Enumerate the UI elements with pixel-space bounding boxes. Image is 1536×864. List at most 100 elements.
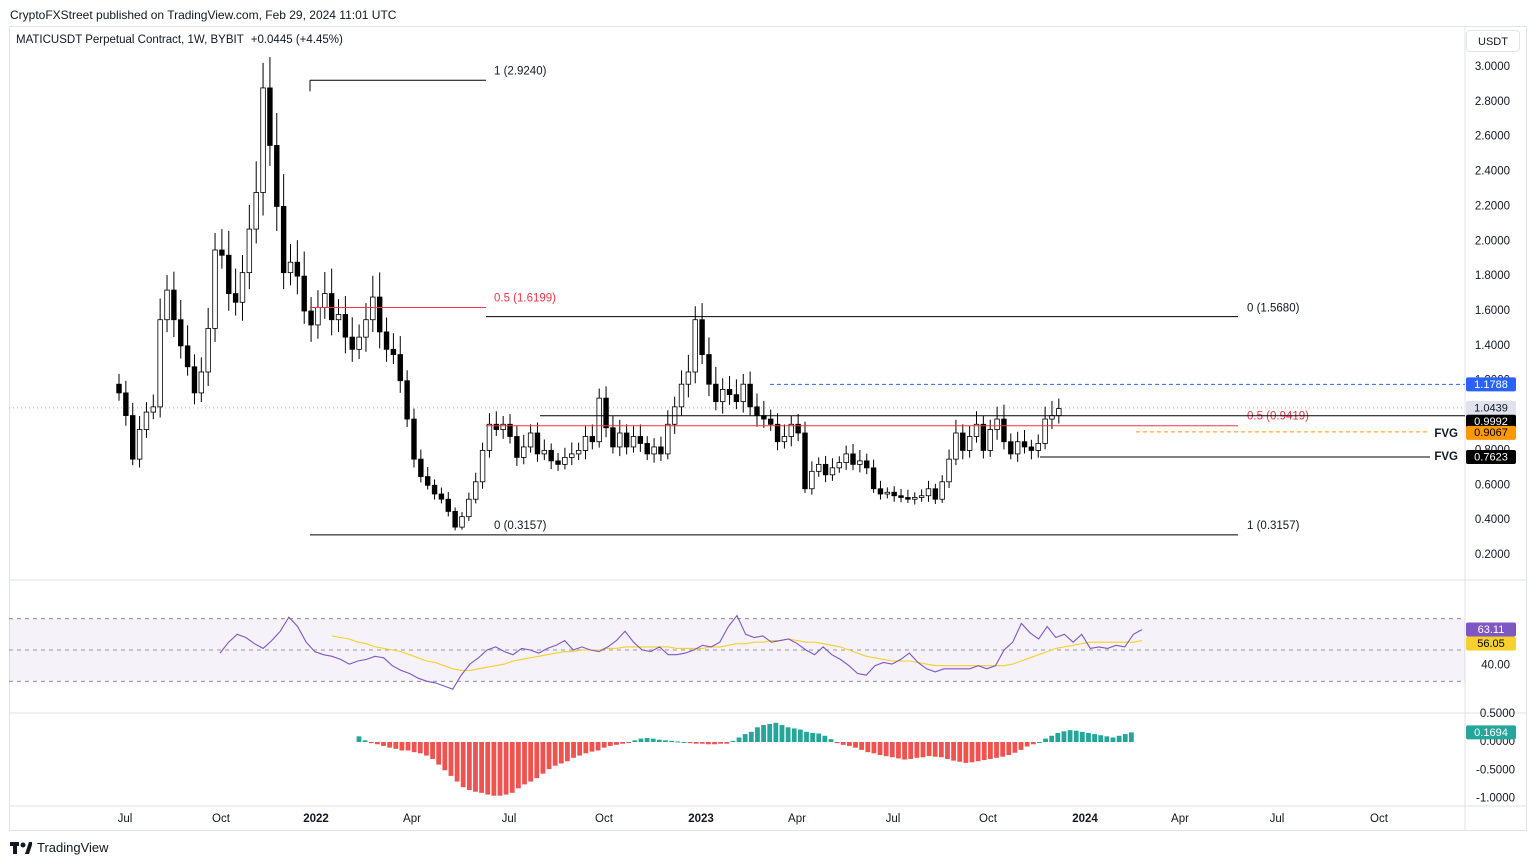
price-tag-fvg-upper-bg: [1466, 414, 1516, 429]
candle: [644, 436, 650, 461]
time-axis-tick: Oct: [595, 813, 614, 825]
histogram-bar: [1006, 742, 1012, 755]
price-axis-tick: 3.0000: [1475, 61, 1510, 73]
candle: [328, 268, 335, 336]
candle-body: [404, 380, 410, 420]
histogram-bar: [460, 742, 466, 788]
candle-body: [466, 498, 472, 518]
candle: [157, 298, 163, 418]
candle-body: [665, 423, 671, 455]
candle-body: [706, 354, 712, 385]
histogram-bar: [816, 733, 822, 742]
candle-body: [1021, 441, 1028, 448]
candle-body: [473, 481, 479, 500]
time-axis-tick: Jul: [1270, 813, 1285, 825]
histogram-bar: [485, 742, 491, 795]
candle: [1014, 431, 1021, 462]
candle: [658, 436, 664, 461]
candle: [740, 373, 746, 413]
price-tag-blue: 1.1788: [1474, 379, 1508, 391]
histogram-bar: [589, 742, 595, 752]
candle-body: [486, 423, 493, 451]
time-axis-tick: Apr: [788, 813, 806, 825]
candle: [363, 303, 369, 352]
fib-label-mid1: 0.5 (1.6199): [494, 293, 556, 305]
rsi-ma-line: [331, 635, 1143, 671]
histogram-bar: [877, 742, 883, 755]
time-axis-tick: Jul: [118, 813, 133, 825]
histogram-bar: [1116, 735, 1122, 742]
candle: [610, 415, 616, 454]
currency-button[interactable]: USDT: [1466, 30, 1520, 52]
histogram-bar: [908, 742, 914, 759]
candle: [884, 487, 891, 499]
candle-body: [932, 488, 939, 500]
candle-body: [781, 436, 788, 443]
candle: [891, 486, 897, 502]
candle-body: [925, 488, 932, 497]
candle: [699, 303, 705, 364]
histogram-bar: [730, 740, 736, 742]
candle: [623, 424, 630, 455]
candle: [774, 413, 781, 451]
candle-body: [500, 423, 506, 430]
candle-body: [356, 336, 362, 350]
candle: [939, 475, 945, 503]
histogram-bar: [1067, 730, 1073, 742]
histogram-bar: [442, 742, 448, 771]
symbol-info[interactable]: MATICUSDT Perpetual Contract, 1W, BYBIT …: [16, 34, 343, 46]
candle-body: [287, 261, 294, 274]
candle-body: [205, 328, 211, 373]
candle-body: [596, 397, 602, 443]
candle: [946, 449, 952, 489]
candle: [260, 62, 266, 216]
histogram-bar: [675, 741, 681, 743]
tradingview-logo-icon: [10, 841, 32, 854]
rsi-value-tag-bg: [1466, 622, 1516, 637]
candle-body: [267, 87, 273, 146]
histogram-bar: [479, 742, 484, 793]
histogram-bar: [902, 742, 907, 760]
histogram-bar: [804, 731, 809, 742]
histogram-bar: [847, 742, 852, 746]
histogram-bar: [1079, 731, 1085, 742]
candle-body: [315, 307, 321, 326]
rsi-ma-value-tag-bg: [1466, 636, 1516, 651]
histogram-bar: [1061, 731, 1067, 742]
candle: [308, 297, 314, 342]
candle: [582, 426, 589, 460]
candle-body: [1028, 446, 1035, 451]
candle-body: [431, 484, 438, 495]
candle: [130, 402, 136, 466]
histogram-bar: [932, 742, 938, 757]
footer-brand[interactable]: TradingView: [10, 840, 109, 855]
histogram-bar: [565, 742, 570, 762]
histogram-bar: [755, 727, 760, 742]
candle: [898, 488, 904, 503]
histogram-bar: [1092, 734, 1097, 742]
candle-body: [274, 145, 280, 207]
fib-label-low0: 0 (0.3157): [494, 520, 547, 532]
candle: [164, 275, 170, 333]
candle: [136, 415, 143, 468]
candle-body: [994, 418, 1000, 430]
candle-body: [658, 446, 664, 455]
price-axis-tick: 0.2000: [1475, 549, 1510, 561]
fvg-label-upper: FVG: [1434, 428, 1458, 440]
price-axis-tick: 2.2000: [1475, 200, 1510, 212]
time-axis-tick: Oct: [212, 813, 231, 825]
candle: [850, 444, 856, 471]
candle-body: [678, 383, 685, 408]
candle: [411, 408, 417, 468]
candle-body: [438, 493, 445, 500]
histogram-bar: [393, 742, 399, 749]
histogram-bar: [1073, 730, 1079, 742]
price-change: +0.0445 (+4.45%): [250, 34, 343, 46]
candle: [637, 424, 644, 452]
candle: [973, 411, 980, 443]
candle: [473, 472, 479, 504]
histogram: [356, 722, 1134, 796]
candle-body: [507, 423, 513, 437]
symbol-name: MATICUSDT Perpetual Contract, 1W, BYBIT: [16, 34, 244, 46]
